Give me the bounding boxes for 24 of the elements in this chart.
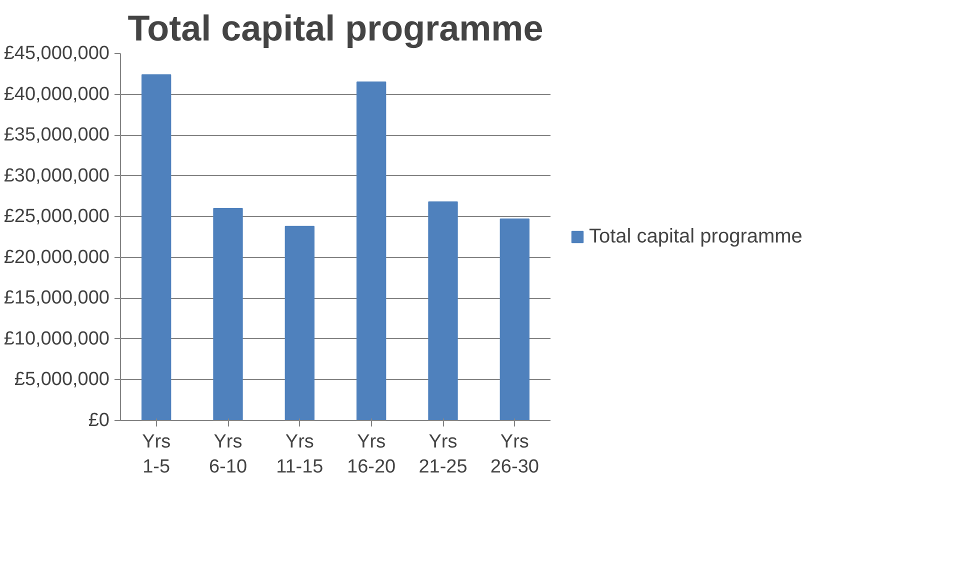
y-tick-label: £35,000,000 [4,124,110,146]
x-tick-label: Yrs 26-30 [490,432,539,478]
y-tick-label: £0 [88,410,110,431]
y-tick-label: £15,000,000 [4,288,110,309]
x-tick-label: Yrs 1-5 [142,432,171,478]
y-tick-label: £30,000,000 [4,165,110,186]
x-tick-label: Yrs 21-25 [418,432,468,478]
y-tick-label: £40,000,000 [4,84,110,105]
y-tick-label: £45,000,000 [4,43,110,64]
bar [356,82,386,420]
x-tick-label: Yrs 16-20 [347,432,396,478]
chart-title: Total capital programme [128,8,544,48]
y-tick-label: £10,000,000 [4,328,110,350]
bar [500,218,530,420]
y-tick-label: £20,000,000 [4,246,110,268]
bar [284,226,314,420]
legend-label: Total capital programme [589,225,802,248]
bar [213,208,243,420]
bar [428,201,458,420]
y-tick-label: £5,000,000 [14,369,110,390]
x-tick-label: Yrs 11-15 [276,432,324,478]
bar [142,74,172,420]
x-tick-label: Yrs 6-10 [208,432,248,478]
y-tick-label: £25,000,000 [4,206,110,228]
